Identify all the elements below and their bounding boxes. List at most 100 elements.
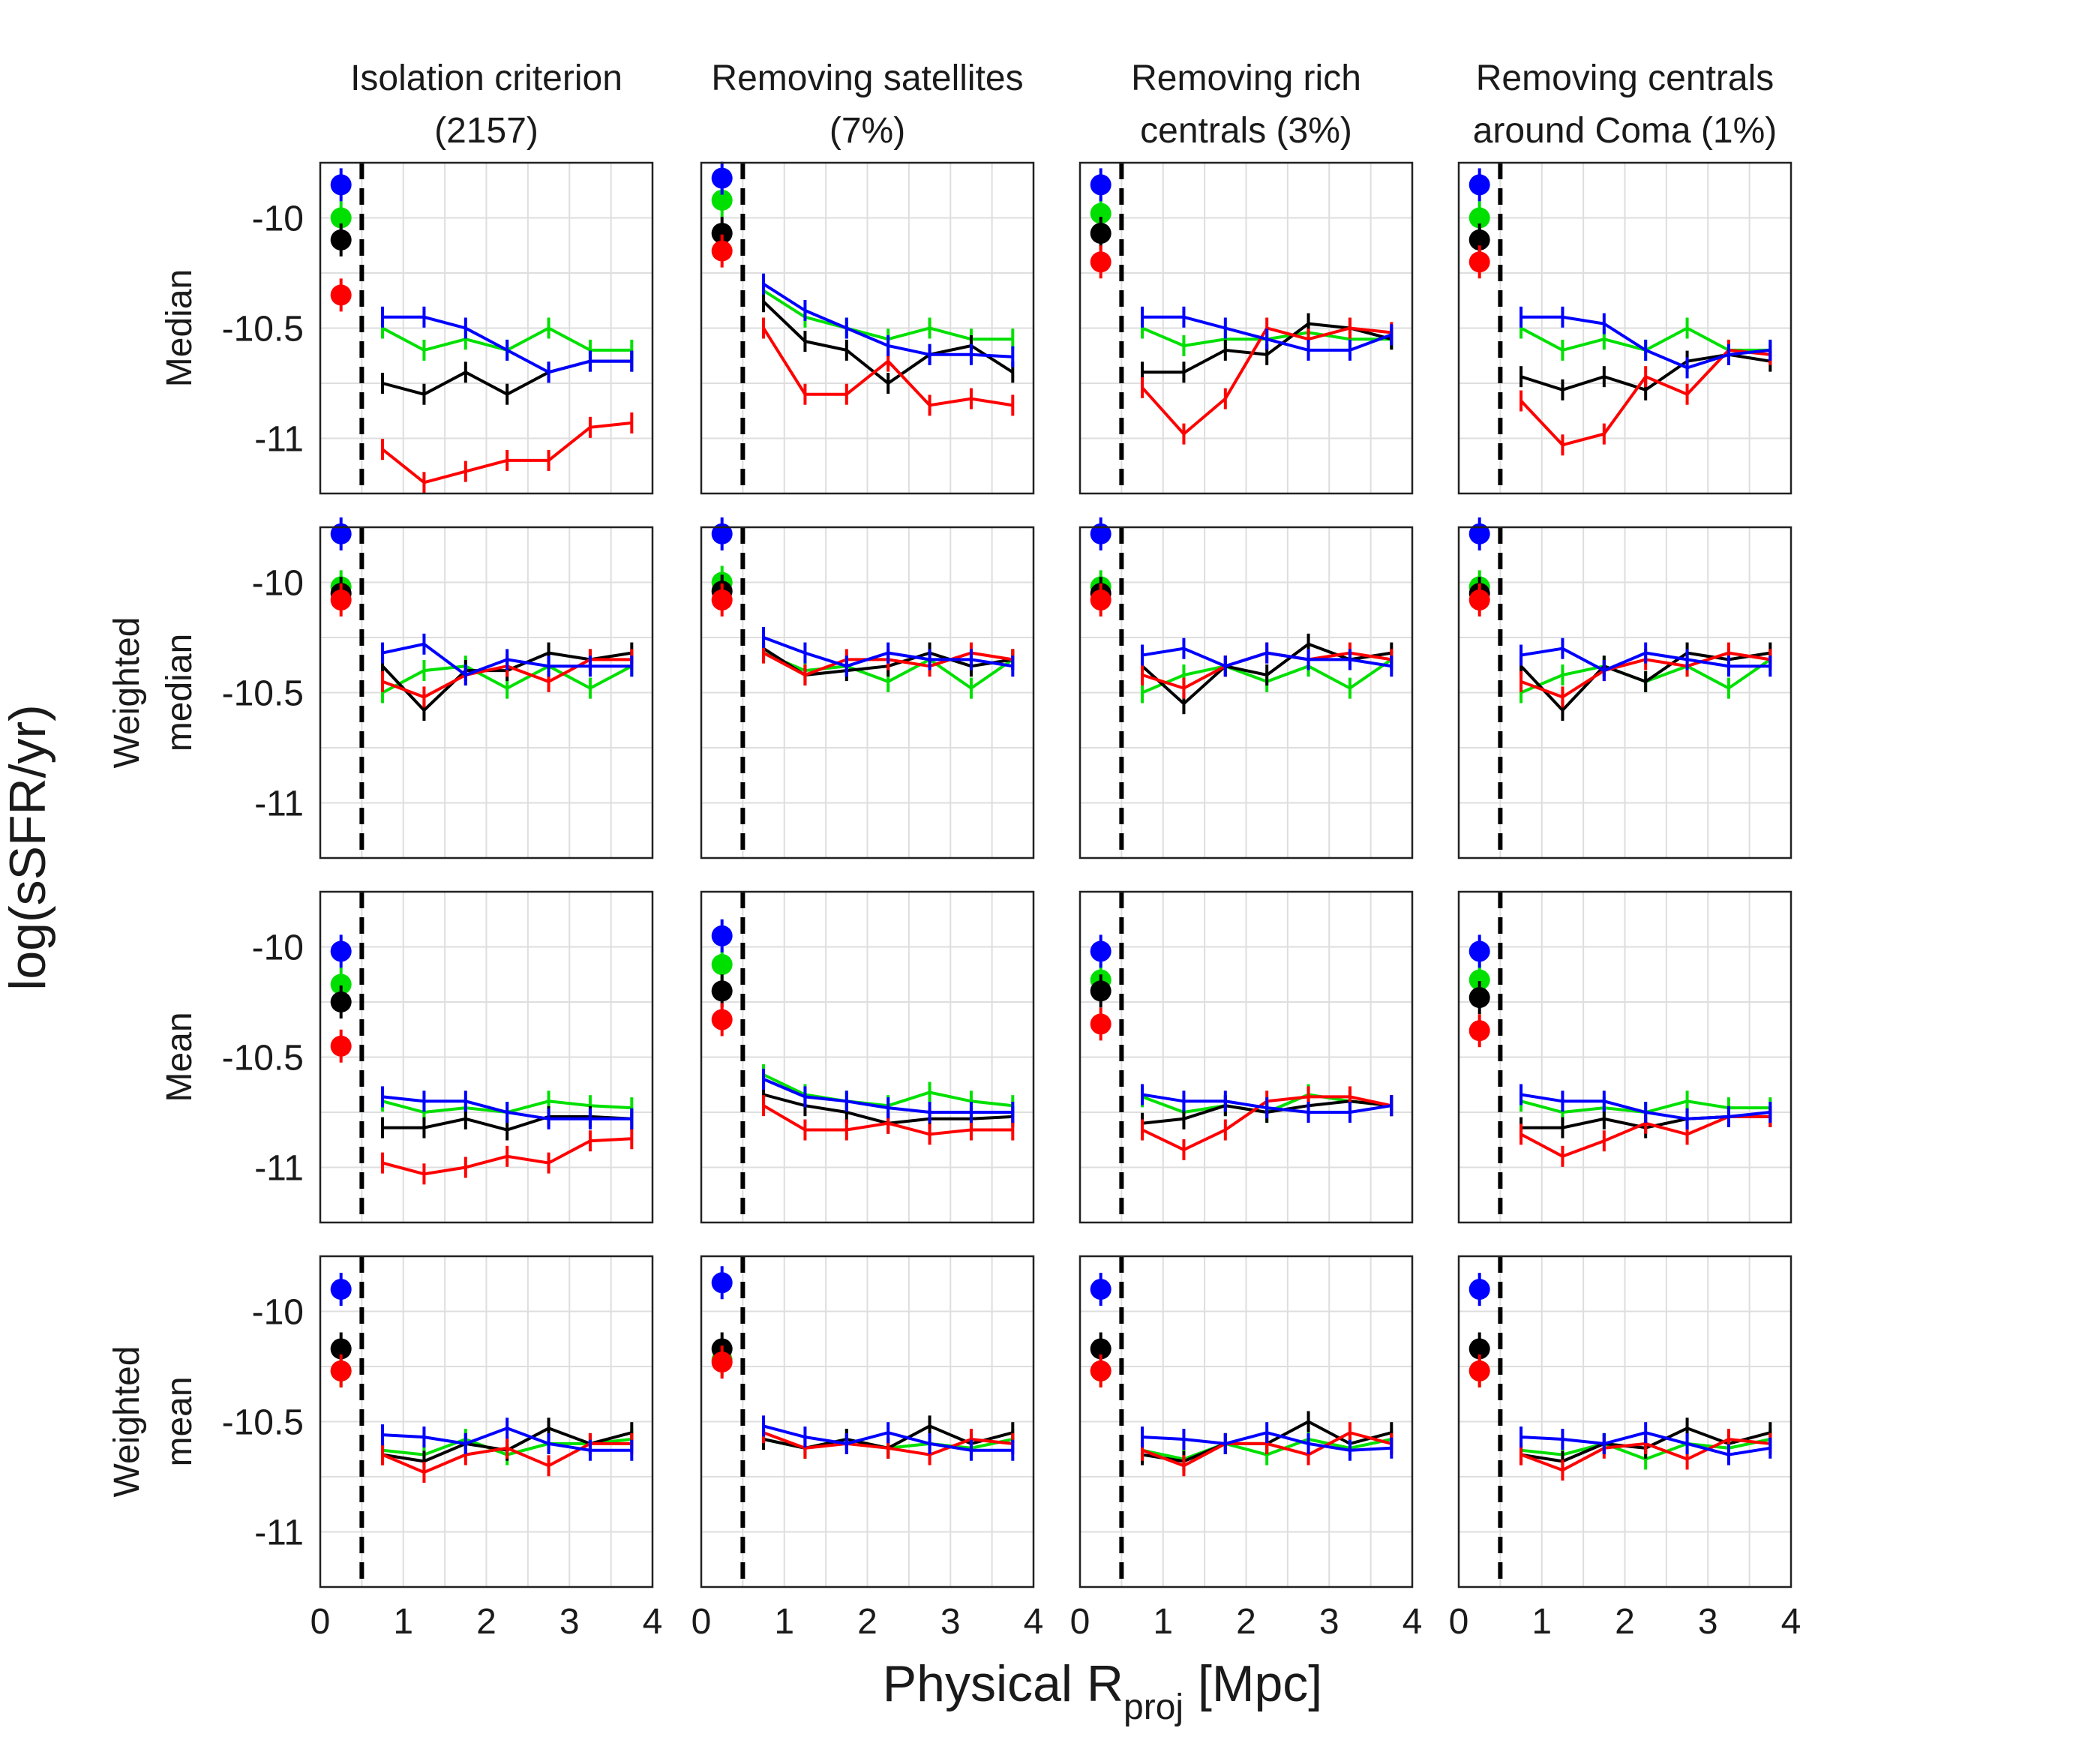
inner-point-red bbox=[1090, 251, 1112, 273]
inner-point-blue bbox=[1090, 174, 1112, 196]
x-axis-label-subscript: proj bbox=[1124, 1688, 1184, 1727]
x-tick-label: 1 bbox=[393, 1602, 413, 1642]
column-title-3-line-2: centrals (3%) bbox=[1140, 111, 1352, 151]
inner-point-red bbox=[330, 590, 352, 611]
inner-point-blue bbox=[1468, 174, 1490, 196]
x-tick-label: 3 bbox=[1319, 1602, 1340, 1642]
x-tick-label: 4 bbox=[1024, 1602, 1044, 1642]
inner-point-green bbox=[1090, 202, 1112, 224]
column-title-2-line-1: Removing satellites bbox=[711, 58, 1023, 98]
x-tick-label: 4 bbox=[643, 1602, 663, 1642]
panel-r4-c3 bbox=[1078, 1255, 1414, 1588]
inner-point-blue bbox=[330, 174, 352, 196]
panel-r1-c2 bbox=[700, 161, 1035, 495]
y-tick-label: -10 bbox=[252, 200, 304, 239]
y-tick-label: -10 bbox=[252, 928, 304, 968]
panel-r1-c1: -10 -10.5 -11 bbox=[222, 161, 654, 495]
inner-point-black bbox=[330, 1338, 352, 1360]
y-tick-label: -11 bbox=[254, 420, 304, 460]
inner-point-black bbox=[1468, 987, 1490, 1009]
x-axis-label: Physical Rproj [Mpc] bbox=[883, 1655, 1322, 1727]
inner-point-green bbox=[711, 954, 733, 976]
panel-frame bbox=[700, 526, 1035, 860]
x-tick-label: 1 bbox=[774, 1602, 794, 1642]
row-label-4-line-1: Weighted bbox=[107, 1346, 147, 1498]
inner-point-blue bbox=[711, 523, 733, 544]
column-title-1-line-2: (2157) bbox=[434, 111, 538, 151]
inner-point-blue bbox=[711, 925, 733, 946]
inner-point-red bbox=[1468, 590, 1490, 611]
panel-r1-c4 bbox=[1457, 161, 1792, 495]
inner-point-red bbox=[330, 1360, 352, 1382]
inner-point-black bbox=[1090, 223, 1112, 244]
panel-frame bbox=[1078, 890, 1414, 1224]
inner-point-blue bbox=[330, 523, 352, 544]
panel-frame bbox=[1078, 161, 1414, 495]
panel-r2-c4 bbox=[1457, 517, 1792, 860]
inner-point-black bbox=[711, 223, 733, 244]
row-labels: Median Weighted median Mean Weighted mean bbox=[107, 269, 200, 1498]
panel-r3-c4 bbox=[1457, 890, 1792, 1224]
x-tick-label: 3 bbox=[940, 1602, 961, 1642]
panel-r2-c3 bbox=[1078, 517, 1414, 860]
y-tick-label: -10 bbox=[252, 1293, 304, 1333]
inner-point-blue bbox=[1090, 1279, 1112, 1300]
x-tick-label: 2 bbox=[476, 1602, 496, 1642]
inner-point-red bbox=[711, 1009, 733, 1030]
inner-point-red bbox=[330, 1035, 352, 1057]
panel-r2-c1: -10 -10.5 -11 bbox=[222, 517, 654, 860]
y-axis-label: log(sSFR/yr) bbox=[0, 704, 56, 991]
inner-point-green bbox=[1468, 207, 1490, 229]
y-tick-label: -10 bbox=[252, 564, 304, 604]
x-tick-label: 1 bbox=[1153, 1602, 1173, 1642]
panel-r1-c3 bbox=[1078, 161, 1414, 495]
inner-point-red bbox=[1090, 1360, 1112, 1382]
y-tick-label: -10.5 bbox=[222, 674, 304, 714]
panel-r3-c3 bbox=[1078, 890, 1414, 1224]
inner-point-red bbox=[330, 284, 352, 306]
panel-frame bbox=[319, 1255, 654, 1588]
panel-frame bbox=[319, 526, 654, 860]
inner-point-black bbox=[1090, 1338, 1112, 1360]
x-tick-label: 0 bbox=[1070, 1602, 1090, 1642]
column-title-2-line-2: (7%) bbox=[830, 111, 905, 151]
panel-r4-c1: -10 -10.5 -11 bbox=[222, 1255, 654, 1588]
x-tick-label: 3 bbox=[1698, 1602, 1718, 1642]
inner-point-green bbox=[1468, 969, 1490, 991]
inner-point-black bbox=[330, 229, 352, 250]
x-tick-label: 0 bbox=[692, 1602, 712, 1642]
row-label-2-line-2: median bbox=[160, 634, 200, 752]
x-axis-label-unit: [Mpc] bbox=[1184, 1655, 1322, 1712]
x-tick-label: 0 bbox=[310, 1602, 331, 1642]
inner-point-blue bbox=[330, 1279, 352, 1300]
y-tick-label: -10.5 bbox=[222, 1039, 304, 1078]
inner-point-red bbox=[711, 240, 733, 262]
row-label-2-line-1: Weighted bbox=[107, 617, 147, 769]
x-axis-label-main: Physical R bbox=[883, 1655, 1124, 1712]
column-title-3-line-1: Removing rich bbox=[1131, 58, 1361, 98]
x-tick-label: 2 bbox=[1236, 1602, 1256, 1642]
panel-frame bbox=[700, 161, 1035, 495]
inner-point-red bbox=[1090, 590, 1112, 611]
inner-point-red bbox=[711, 590, 733, 611]
inner-point-blue bbox=[1468, 523, 1490, 544]
inner-point-blue bbox=[330, 940, 352, 962]
y-tick-label: -11 bbox=[254, 1514, 304, 1553]
column-titles: Isolation criterion (2157) Removing satell… bbox=[350, 58, 1777, 151]
y-tick-label: -10.5 bbox=[222, 1403, 304, 1443]
inner-point-blue bbox=[711, 1272, 733, 1294]
row-label-4-line-2: mean bbox=[160, 1376, 200, 1466]
row-label-3: Mean bbox=[160, 1012, 200, 1102]
column-title-4-line-2: around Coma (1%) bbox=[1473, 111, 1778, 151]
inner-point-blue bbox=[1090, 940, 1112, 962]
panel-frame bbox=[1078, 526, 1414, 860]
inner-point-blue bbox=[711, 167, 733, 189]
y-tick-label: -11 bbox=[254, 784, 304, 824]
panel-grid: -10 -10.5 -11 -10 -10.5 -11 -10 -10.5 -11 -10 -10.… bbox=[222, 161, 1792, 1588]
inner-point-blue bbox=[1468, 1279, 1490, 1300]
inner-point-red bbox=[1468, 251, 1490, 273]
panel-frame bbox=[1078, 1255, 1414, 1588]
inner-point-black bbox=[1468, 1338, 1490, 1360]
panel-frame bbox=[700, 1255, 1035, 1588]
x-tick-label: 2 bbox=[1615, 1602, 1635, 1642]
